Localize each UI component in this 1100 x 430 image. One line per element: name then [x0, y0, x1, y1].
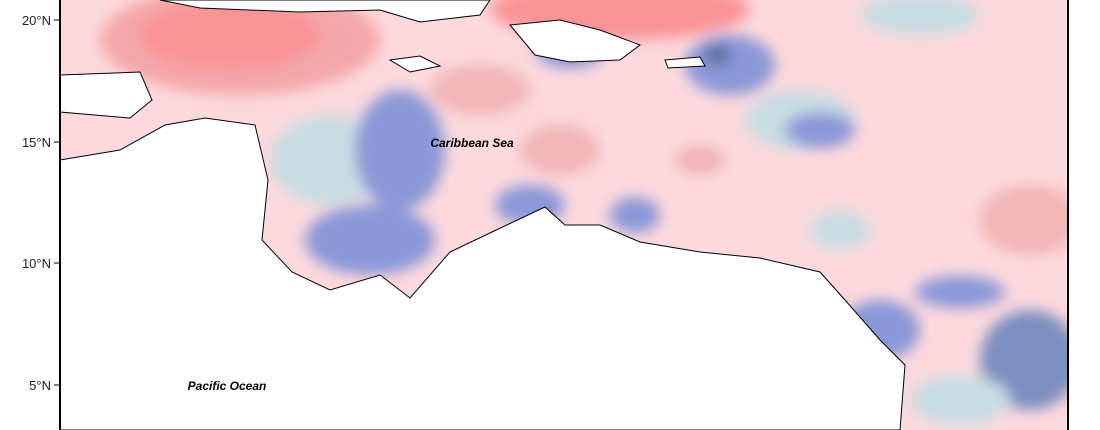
blob	[980, 310, 1068, 410]
blob	[704, 45, 732, 65]
puerto-rico	[664, 56, 706, 69]
central-south-america	[59, 117, 906, 430]
blob	[610, 197, 660, 233]
blob	[860, 0, 980, 35]
lat-label: 15°N	[22, 135, 51, 150]
lat-label: 10°N	[22, 256, 51, 271]
blob	[980, 185, 1068, 255]
blob	[785, 112, 855, 148]
jamaica	[388, 55, 442, 73]
lat-label: 5°N	[29, 378, 51, 393]
blob	[305, 205, 435, 275]
blob	[430, 65, 530, 115]
cuba	[159, 0, 491, 23]
sea-label: Caribbean Sea	[430, 136, 514, 150]
lat-label: 20°N	[22, 13, 51, 28]
y-axis: 20°N 15°N 10°N 5°N	[22, 13, 60, 393]
blob	[355, 90, 445, 210]
blob	[915, 276, 1005, 308]
hispaniola	[509, 19, 642, 63]
blob	[810, 210, 870, 250]
blob	[520, 125, 600, 175]
land	[59, 0, 906, 430]
blob	[910, 375, 1010, 425]
yucatan	[59, 71, 153, 119]
ocean-label: Pacific Ocean	[188, 379, 267, 393]
blob	[140, 0, 320, 70]
blob	[675, 145, 725, 175]
